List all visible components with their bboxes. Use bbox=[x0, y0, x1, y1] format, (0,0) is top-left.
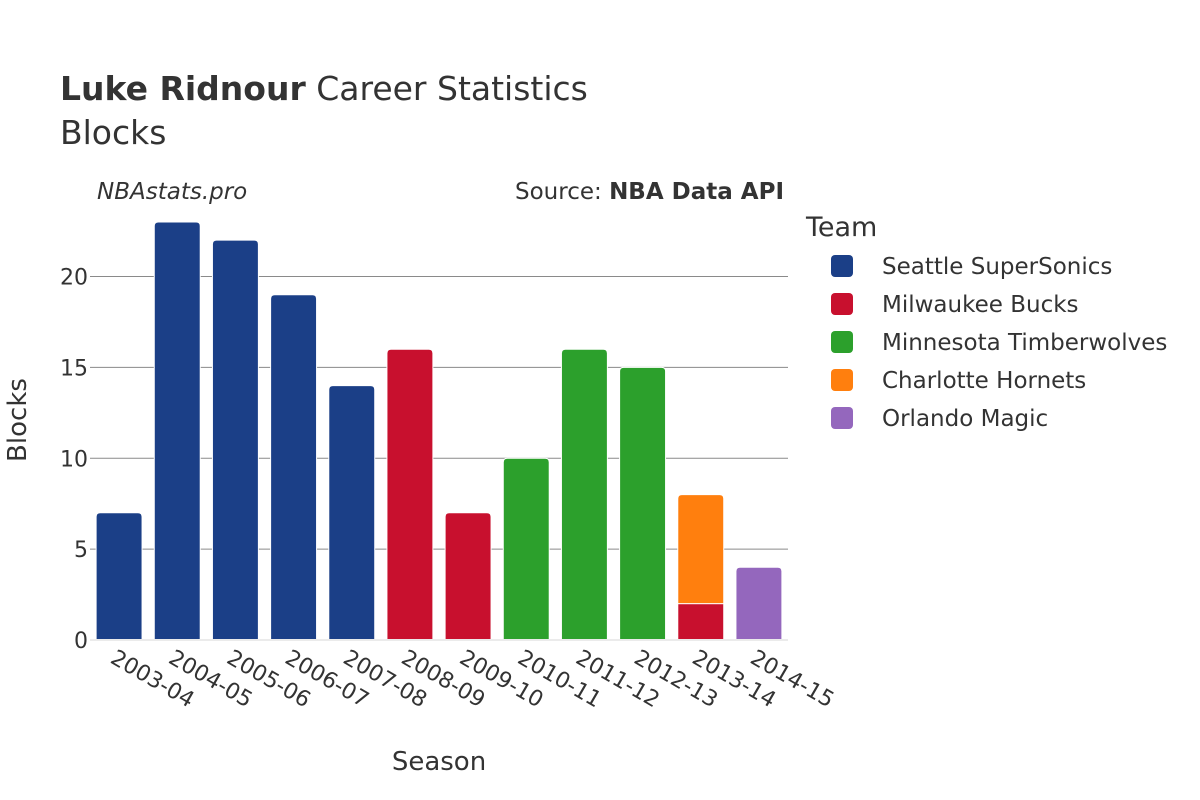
bar-2009-10-milwaukee-bucks[interactable] bbox=[444, 512, 492, 641]
x-axis-title: Season bbox=[392, 747, 486, 777]
legend-swatch bbox=[831, 293, 853, 315]
bar-2007-08-seattle-supersonics[interactable] bbox=[328, 385, 376, 641]
y-tick-label: 10 bbox=[60, 447, 88, 472]
legend-label: Orlando Magic bbox=[882, 406, 1048, 432]
bar-2008-09-milwaukee-bucks[interactable] bbox=[386, 348, 434, 641]
title-rest: Career Statistics bbox=[306, 69, 588, 108]
y-tick-label: 0 bbox=[74, 629, 88, 654]
y-tick-label: 15 bbox=[60, 356, 88, 381]
bar-2004-05-seattle-supersonics[interactable] bbox=[153, 221, 201, 641]
legend-item-milwaukee-bucks[interactable]: Milwaukee Bucks bbox=[831, 292, 1079, 318]
legend-swatch bbox=[831, 255, 853, 277]
chart-subtitle: Blocks bbox=[60, 113, 166, 152]
bar-2014-15-orlando-magic[interactable] bbox=[735, 566, 783, 641]
legend-item-orlando-magic[interactable]: Orlando Magic bbox=[831, 406, 1048, 432]
legend-swatch bbox=[831, 407, 853, 429]
legend-item-seattle-supersonics[interactable]: Seattle SuperSonics bbox=[831, 254, 1112, 280]
source-credit: Source: NBA Data API bbox=[515, 179, 784, 205]
x-tick-labels: 2003-042004-052005-062006-072007-082008-… bbox=[106, 646, 838, 714]
legend: Seattle SuperSonics Milwaukee Bucks Minnes… bbox=[831, 254, 1167, 432]
bar-2013-14-charlotte-hornets[interactable] bbox=[677, 494, 725, 605]
bar-2006-07-seattle-supersonics[interactable] bbox=[270, 294, 318, 641]
legend-item-charlotte-hornets[interactable]: Charlotte Hornets bbox=[831, 368, 1086, 394]
y-tick-label: 5 bbox=[74, 538, 88, 563]
source-label: Source: bbox=[515, 179, 609, 205]
legend-swatch bbox=[831, 369, 853, 391]
chart-title: Luke Ridnour Career Statistics Blocks bbox=[60, 69, 588, 152]
y-axis-title: Blocks bbox=[3, 378, 33, 462]
legend-label: Minnesota Timberwolves bbox=[882, 330, 1167, 356]
bar-2013-14-milwaukee-bucks[interactable] bbox=[677, 603, 725, 641]
bars bbox=[95, 221, 783, 641]
bar-2005-06-seattle-supersonics[interactable] bbox=[211, 239, 259, 641]
legend-label: Milwaukee Bucks bbox=[882, 292, 1079, 318]
legend-item-minnesota-timberwolves[interactable]: Minnesota Timberwolves bbox=[831, 330, 1167, 356]
legend-label: Charlotte Hornets bbox=[882, 368, 1086, 394]
y-gridlines bbox=[90, 276, 788, 550]
svg-text:Luke Ridnour Career Statistics: Luke Ridnour Career Statistics bbox=[60, 69, 588, 108]
bar-2003-04-seattle-supersonics[interactable] bbox=[95, 512, 143, 641]
legend-title: Team bbox=[805, 212, 877, 243]
watermark: NBAstats.pro bbox=[97, 179, 247, 205]
source-name: NBA Data API bbox=[609, 179, 784, 205]
legend-swatch bbox=[831, 331, 853, 353]
bar-2012-13-minnesota-timberwolves[interactable] bbox=[619, 366, 667, 641]
bar-2011-12-minnesota-timberwolves[interactable] bbox=[560, 348, 608, 641]
legend-label: Seattle SuperSonics bbox=[882, 254, 1112, 280]
title-player: Luke Ridnour bbox=[60, 69, 306, 108]
y-tick-labels: 0 5 10 15 20 bbox=[60, 266, 88, 654]
bar-2010-11-minnesota-timberwolves[interactable] bbox=[502, 457, 550, 641]
y-tick-label: 20 bbox=[60, 266, 88, 291]
